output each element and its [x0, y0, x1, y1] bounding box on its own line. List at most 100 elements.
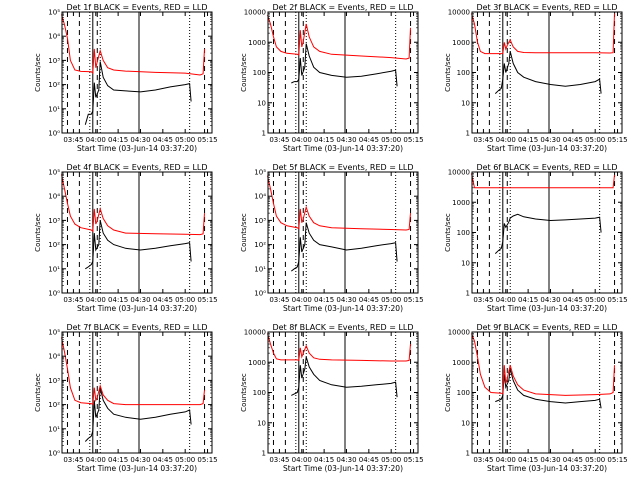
- x-tick-label: 04:30: [130, 296, 150, 304]
- y-axis-label: Counts/sec: [34, 213, 42, 252]
- x-tick-label: 03:45: [63, 296, 83, 304]
- x-axis-label: Start Time (03-Jun-14 03:37:20): [487, 144, 607, 153]
- detector-panel: Det 2f BLACK = Events, RED = LLD 1 10 100 10…: [240, 3, 424, 153]
- y-tick-label: 100: [253, 389, 266, 397]
- y-axis-label: Counts/sec: [444, 53, 452, 92]
- detector-panel: Det 6f BLACK = Events, RED = LLD 1 10 100 10…: [444, 163, 628, 313]
- x-tick-label: 04:30: [130, 136, 150, 144]
- lld-series-line: [61, 174, 205, 236]
- x-tick-label: 04:30: [336, 296, 356, 304]
- x-tick-label: 04:00: [496, 456, 516, 464]
- x-tick-label: 04:15: [518, 456, 538, 464]
- x-tick-label: 05:00: [585, 136, 605, 144]
- x-tick-label: 04:45: [563, 136, 583, 144]
- y-tick-label: 100: [253, 69, 266, 77]
- y-tick-label: 10⁰: [48, 450, 60, 458]
- x-tick-label: 05:00: [175, 456, 195, 464]
- y-tick-label: 10¹: [48, 105, 60, 113]
- y-tick-label: 10⁰: [254, 290, 266, 298]
- y-tick-label: 1000: [248, 359, 266, 367]
- x-tick-label: 04:00: [496, 136, 516, 144]
- x-tick-label: 04:45: [563, 296, 583, 304]
- y-tick-label: 10⁵: [48, 169, 60, 177]
- detector-panel: Det 4f BLACK = Events, RED = LLD 10⁰ 10¹ 10…: [34, 163, 218, 313]
- y-axis-label: Counts/sec: [240, 373, 248, 412]
- x-tick-label: 05:15: [197, 456, 217, 464]
- y-tick-label: 1: [466, 130, 470, 138]
- y-tick-label: 1: [262, 450, 266, 458]
- y-tick-label: 10¹: [48, 425, 60, 433]
- panel-title: Det 1f BLACK = Events, RED = LLD: [66, 3, 207, 12]
- panel-title: Det 2f BLACK = Events, RED = LLD: [272, 3, 413, 12]
- x-tick-label: 04:00: [292, 456, 312, 464]
- lld-series-line: [471, 173, 615, 189]
- detector-panel: Det 5f BLACK = Events, RED = LLD 10⁰ 10¹ 10…: [240, 163, 424, 313]
- x-tick-label: 03:45: [63, 136, 83, 144]
- y-tick-label: 10²: [254, 241, 266, 249]
- y-tick-label: 10²: [48, 81, 60, 89]
- x-tick-label: 04:15: [518, 136, 538, 144]
- x-tick-label: 03:45: [269, 296, 289, 304]
- plot-frame: [61, 171, 213, 294]
- x-tick-label: 04:00: [292, 296, 312, 304]
- plot-frame: [61, 331, 213, 454]
- x-tick-label: 04:30: [336, 456, 356, 464]
- y-tick-label: 10⁴: [254, 193, 266, 201]
- y-tick-label: 10⁰: [48, 290, 60, 298]
- y-tick-label: 10³: [48, 217, 60, 225]
- x-tick-label: 04:30: [540, 456, 560, 464]
- events-series-line: [84, 387, 192, 442]
- y-tick-label: 1000: [452, 359, 470, 367]
- events-series-line: [494, 51, 602, 94]
- x-tick-label: 04:15: [108, 296, 128, 304]
- y-tick-label: 10²: [48, 241, 60, 249]
- x-tick-label: 03:45: [473, 136, 493, 144]
- x-tick-label: 05:00: [585, 456, 605, 464]
- x-tick-label: 04:45: [359, 296, 379, 304]
- x-tick-label: 04:45: [359, 136, 379, 144]
- y-tick-label: 1000: [248, 39, 266, 47]
- x-tick-label: 03:45: [269, 456, 289, 464]
- x-axis-label: Start Time (03-Jun-14 03:37:20): [77, 144, 197, 153]
- y-tick-label: 1000: [452, 39, 470, 47]
- y-tick-label: 10: [461, 99, 470, 107]
- x-tick-label: 04:15: [314, 296, 334, 304]
- y-tick-label: 1000: [452, 199, 470, 207]
- y-tick-label: 100: [457, 389, 470, 397]
- y-axis-label: Counts/sec: [444, 373, 452, 412]
- y-tick-label: 10⁵: [254, 169, 266, 177]
- x-tick-label: 05:00: [381, 136, 401, 144]
- detector-panel: Det 3f BLACK = Events, RED = LLD 1 10 100 10…: [444, 3, 628, 153]
- x-tick-label: 04:45: [153, 296, 173, 304]
- y-tick-label: 10000: [448, 329, 470, 337]
- x-tick-label: 05:15: [403, 136, 423, 144]
- x-tick-label: 04:00: [86, 136, 106, 144]
- y-tick-label: 10: [461, 259, 470, 267]
- x-tick-label: 04:15: [518, 296, 538, 304]
- events-series-line: [291, 356, 398, 398]
- x-tick-label: 05:00: [381, 296, 401, 304]
- x-tick-label: 05:15: [607, 456, 627, 464]
- y-tick-label: 10: [257, 99, 266, 107]
- y-tick-label: 10⁴: [48, 193, 60, 201]
- x-tick-label: 04:45: [153, 456, 173, 464]
- x-tick-label: 04:45: [153, 136, 173, 144]
- x-tick-label: 04:15: [314, 136, 334, 144]
- detector-panel: Det 1f BLACK = Events, RED = LLD 10⁰ 10¹ 10…: [34, 3, 218, 153]
- y-tick-label: 100: [457, 229, 470, 237]
- lld-series-line: [61, 337, 205, 406]
- y-tick-label: 1: [466, 450, 470, 458]
- x-tick-label: 04:30: [540, 296, 560, 304]
- x-axis-label: Start Time (03-Jun-14 03:37:20): [283, 464, 403, 473]
- x-axis-label: Start Time (03-Jun-14 03:37:20): [283, 304, 403, 313]
- x-axis-label: Start Time (03-Jun-14 03:37:20): [77, 464, 197, 473]
- detector-panel: Det 7f BLACK = Events, RED = LLD 10⁰ 10¹ 10…: [34, 323, 218, 473]
- x-axis-label: Start Time (03-Jun-14 03:37:20): [77, 304, 197, 313]
- y-tick-label: 10: [461, 419, 470, 427]
- events-series-line: [495, 368, 602, 409]
- x-tick-label: 05:15: [197, 136, 217, 144]
- events-series-line: [85, 220, 192, 270]
- x-axis-label: Start Time (03-Jun-14 03:37:20): [487, 304, 607, 313]
- y-axis-label: Counts/sec: [444, 213, 452, 252]
- panel-title: Det 4f BLACK = Events, RED = LLD: [66, 163, 207, 172]
